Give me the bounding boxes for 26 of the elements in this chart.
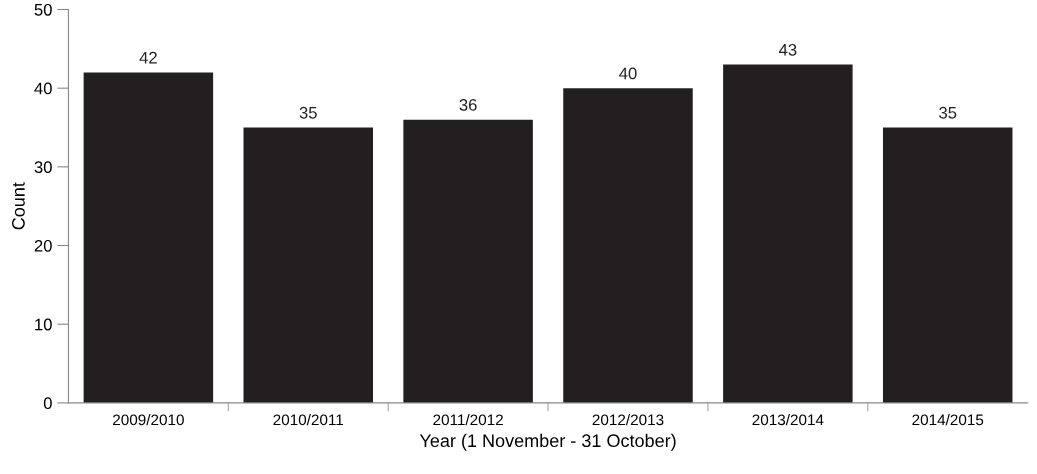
y-tick-label: 10 bbox=[35, 318, 52, 331]
y-axis-title: Count bbox=[12, 182, 25, 230]
bar bbox=[563, 88, 693, 403]
data-label: 40 bbox=[619, 67, 637, 80]
bar bbox=[243, 127, 373, 403]
y-tick-label: 30 bbox=[34, 161, 52, 174]
bar bbox=[882, 127, 1013, 403]
bar bbox=[83, 72, 214, 403]
x-axis-title: Year (1 November - 31 October) bbox=[419, 433, 676, 451]
x-tick-label: 2013/2014 bbox=[752, 414, 824, 426]
x-tick-label: 2010/2011 bbox=[273, 414, 344, 426]
y-tick-label: 40 bbox=[34, 82, 52, 95]
data-label: 36 bbox=[459, 98, 477, 111]
x-tick-label: 2009/2010 bbox=[113, 414, 184, 426]
x-tick-label: 2014/2015 bbox=[912, 414, 984, 426]
data-label: 35 bbox=[299, 106, 317, 119]
x-tick-label: 2011/2012 bbox=[433, 414, 503, 426]
y-tick-label: 20 bbox=[34, 239, 52, 252]
data-label: 43 bbox=[778, 43, 797, 56]
y-tick-label: 0 bbox=[43, 397, 52, 410]
bar bbox=[403, 119, 533, 403]
data-label: 42 bbox=[139, 51, 157, 64]
data-label: 35 bbox=[939, 106, 957, 119]
y-tick-label: 50 bbox=[34, 3, 52, 16]
bar bbox=[723, 64, 853, 403]
x-tick-label: 2012/2013 bbox=[592, 414, 664, 426]
